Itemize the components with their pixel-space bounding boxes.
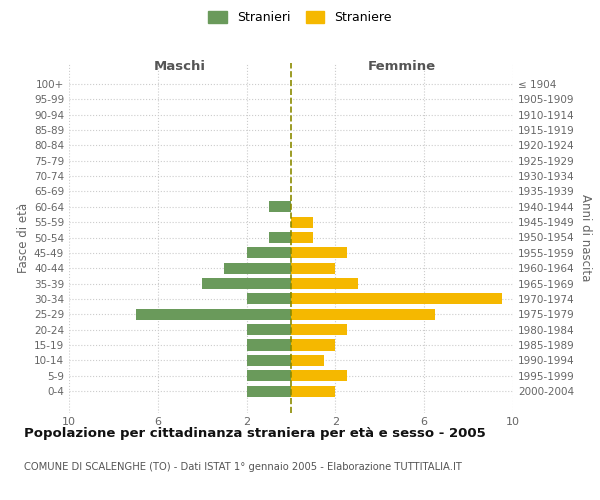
Bar [291,370,347,381]
Bar [291,294,502,304]
Bar [247,355,291,366]
Bar [247,294,291,304]
Y-axis label: Fasce di età: Fasce di età [17,202,30,272]
Bar [136,309,291,320]
Bar [291,262,335,274]
Bar [247,248,291,258]
Bar [269,202,291,212]
Bar [291,309,436,320]
Bar [291,248,347,258]
Bar [291,216,313,228]
Text: Femmine: Femmine [368,60,436,73]
Text: COMUNE DI SCALENGHE (TO) - Dati ISTAT 1° gennaio 2005 - Elaborazione TUTTITALIA.: COMUNE DI SCALENGHE (TO) - Dati ISTAT 1°… [24,462,462,472]
Bar [269,232,291,243]
Bar [247,370,291,381]
Y-axis label: Anni di nascita: Anni di nascita [579,194,592,281]
Bar [291,324,347,335]
Bar [291,386,335,396]
Bar [291,278,358,289]
Bar [291,340,335,350]
Text: Maschi: Maschi [154,60,206,73]
Bar [224,262,291,274]
Bar [291,355,325,366]
Bar [247,386,291,396]
Text: Popolazione per cittadinanza straniera per età e sesso - 2005: Popolazione per cittadinanza straniera p… [24,428,486,440]
Bar [247,340,291,350]
Bar [291,232,313,243]
Bar [202,278,291,289]
Bar [247,324,291,335]
Legend: Stranieri, Straniere: Stranieri, Straniere [203,6,397,29]
